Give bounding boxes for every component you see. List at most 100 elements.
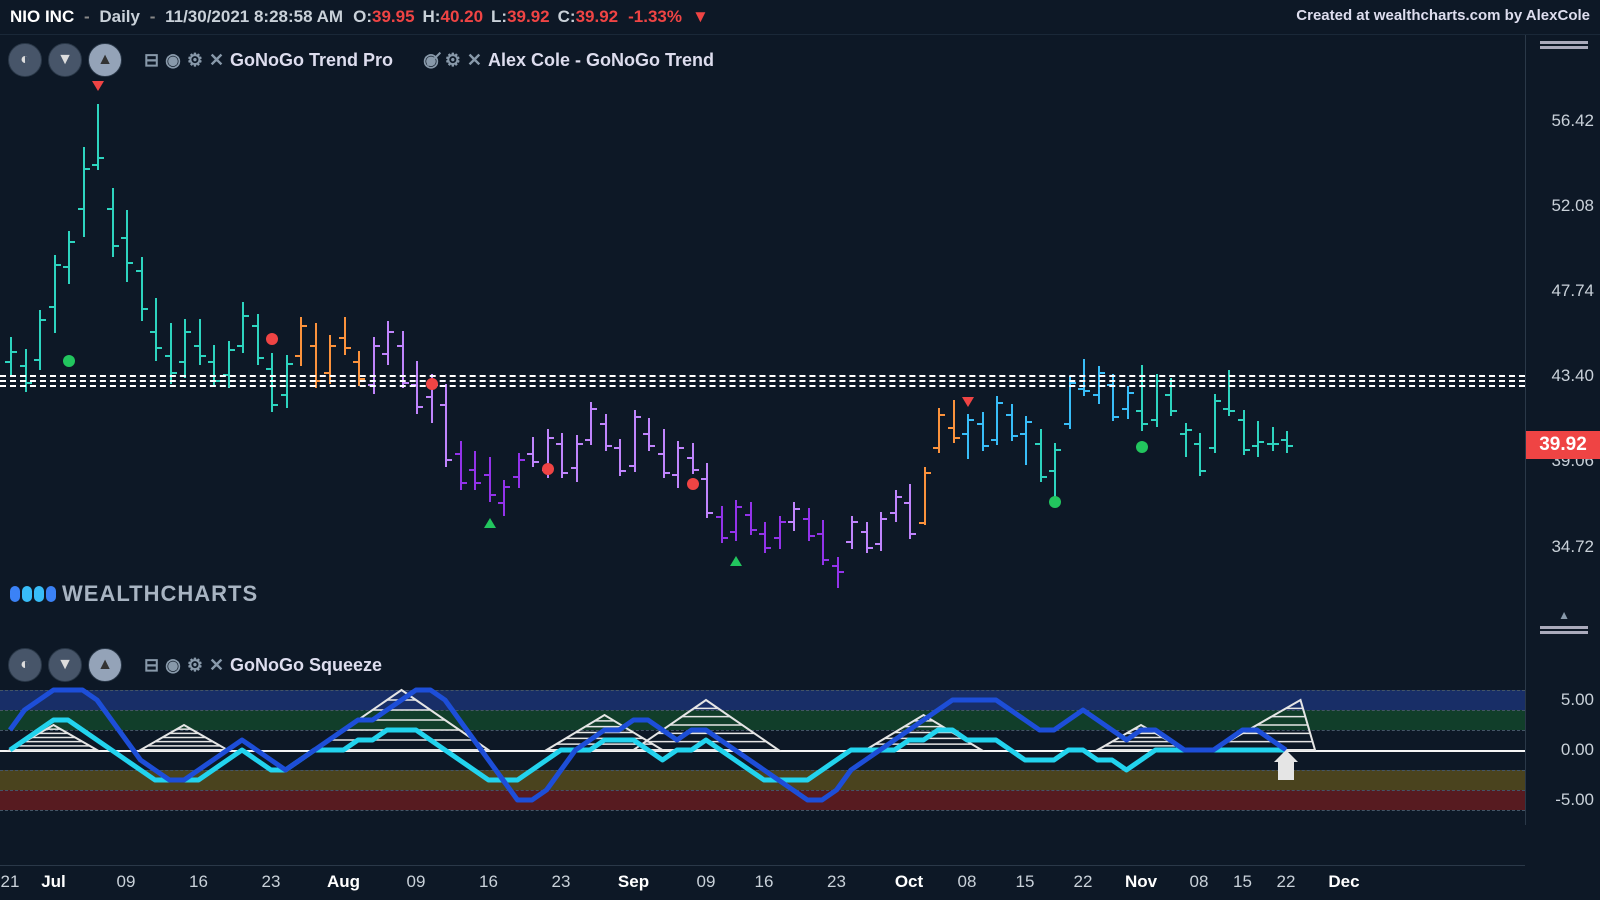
ohlc-bar	[938, 408, 940, 453]
panel-down-button[interactable]: ▼	[48, 648, 82, 682]
ohlc-bar	[387, 321, 389, 364]
ohlc-bar	[300, 317, 302, 366]
ohlc-bar	[10, 337, 12, 376]
y-tick-label: 52.08	[1551, 196, 1594, 216]
x-tick-label: 09	[697, 872, 716, 892]
x-tick-label: Dec	[1328, 872, 1359, 892]
indicator-2-name: Alex Cole - GoNoGo Trend	[488, 50, 714, 71]
lower-chart-panel[interactable]: ◐ ▼ ▲ ⊟ ◉ ⚙ ✕ GoNoGo Squeeze	[0, 640, 1525, 825]
panel-down-button[interactable]: ▼	[48, 43, 82, 77]
ohlc-bar	[619, 439, 621, 476]
x-tick-label: 15	[1233, 872, 1252, 892]
collapse-icon[interactable]: ⊟	[144, 655, 159, 676]
ohlc-bar	[1257, 421, 1259, 456]
ohlc-bar	[1054, 443, 1056, 498]
attribution-text: Created at wealthcharts.com by AlexCole	[1296, 7, 1590, 24]
signal-triangle-down-icon	[92, 81, 104, 91]
x-tick-label: 16	[189, 872, 208, 892]
panel-up-button[interactable]: ▲	[88, 43, 122, 77]
ohlc-bar	[503, 480, 505, 515]
x-tick-label: Jul	[41, 872, 66, 892]
oscillator-arrow-icon	[1278, 760, 1294, 780]
ohlc-bar	[97, 104, 99, 171]
ohlc-bar	[39, 310, 41, 371]
datetime: 11/30/2021 8:28:58 AM	[165, 7, 343, 27]
ohlc-bar	[1214, 394, 1216, 453]
low-label: L:	[491, 7, 507, 27]
signal-dot	[426, 378, 438, 390]
ohlc-bar	[242, 302, 244, 353]
ohlc-bar	[1170, 378, 1172, 415]
main-chart-panel[interactable]: ◐ ▼ ▲ ⊟ ◉ ⚙ ✕ GoNoGo Trend Pro ◉ ⚙ ✕ Ale…	[0, 35, 1525, 615]
ohlc-bar	[344, 317, 346, 354]
horizontal-line[interactable]	[0, 380, 1525, 382]
y-tick-label: 34.72	[1551, 537, 1594, 557]
open-label: O:	[353, 7, 372, 27]
x-tick-label: Oct	[895, 872, 923, 892]
x-tick-label: 15	[1016, 872, 1035, 892]
ohlc-bar	[909, 484, 911, 539]
gear-icon[interactable]: ⚙	[187, 655, 203, 676]
lower-y-axis[interactable]: 5.000.00-5.00	[1525, 640, 1600, 825]
signal-dot	[1049, 496, 1061, 508]
eye-icon[interactable]: ◉	[165, 655, 181, 676]
ohlc-bar	[764, 522, 766, 553]
ohlc-bar	[315, 323, 317, 388]
main-panel-controls: ◐ ▼ ▲ ⊟ ◉ ⚙ ✕ GoNoGo Trend Pro ◉ ⚙ ✕ Ale…	[8, 43, 714, 77]
collapse-icon[interactable]: ⊟	[144, 50, 159, 71]
ohlc-bar	[808, 508, 810, 541]
close-icon[interactable]: ✕	[467, 50, 482, 71]
eye-off-icon[interactable]: ◉	[423, 50, 439, 71]
y-tick-label: 0.00	[1561, 740, 1594, 760]
ohlc-bar	[1199, 433, 1201, 476]
drag-handle-icon[interactable]	[1540, 626, 1588, 634]
indicator-lower-name: GoNoGo Squeeze	[230, 655, 382, 676]
ohlc-bar	[1286, 431, 1288, 453]
x-tick-label: 16	[755, 872, 774, 892]
panel-up-button[interactable]: ▲	[88, 648, 122, 682]
eye-icon[interactable]: ◉	[165, 50, 181, 71]
main-y-axis[interactable]: ▲ 56.4252.0847.7443.4039.0634.7239.92	[1525, 35, 1600, 640]
ohlc-bar	[982, 412, 984, 451]
panel-menu-button[interactable]: ◐	[8, 648, 42, 682]
main-chart-canvas[interactable]	[0, 35, 1525, 615]
x-tick-label: 09	[407, 872, 426, 892]
sep: -	[145, 7, 160, 27]
signal-triangle-up-icon	[730, 556, 742, 566]
y-tick-label: 47.74	[1551, 281, 1594, 301]
y-tick-label: 43.40	[1551, 366, 1594, 386]
ohlc-bar	[750, 502, 752, 535]
watermark: WEALTHCHARTS	[10, 581, 258, 607]
open-value: 39.95	[372, 7, 415, 27]
close-icon[interactable]: ✕	[209, 655, 224, 676]
current-price-tag: 39.92	[1526, 431, 1600, 459]
ohlc-bar	[692, 443, 694, 474]
ohlc-bar	[155, 298, 157, 361]
ohlc-bar	[779, 516, 781, 549]
ohlc-bar	[996, 396, 998, 445]
watermark-text: WEALTHCHARTS	[62, 581, 258, 607]
ohlc-bar	[793, 502, 795, 531]
ohlc-bar	[474, 451, 476, 490]
horizontal-line[interactable]	[0, 385, 1525, 387]
drag-handle-icon[interactable]	[1540, 41, 1588, 49]
x-axis[interactable]: 21Jul091623Aug091623Sep091623Oct081522No…	[0, 865, 1525, 900]
signal-dot	[542, 463, 554, 475]
y-tick-label: 5.00	[1561, 690, 1594, 710]
ohlc-bar	[1243, 410, 1245, 455]
gear-icon[interactable]: ⚙	[187, 50, 203, 71]
panel-menu-button[interactable]: ◐	[8, 43, 42, 77]
close-icon[interactable]: ✕	[209, 50, 224, 71]
x-tick-label: 09	[117, 872, 136, 892]
axis-arrow-icon[interactable]: ▲	[1558, 608, 1570, 622]
ohlc-bar	[1011, 404, 1013, 441]
x-tick-label: 23	[827, 872, 846, 892]
ohlc-bar	[924, 467, 926, 526]
ohlc-bar	[445, 384, 447, 466]
gear-icon[interactable]: ⚙	[445, 50, 461, 71]
ohlc-bar	[518, 453, 520, 488]
horizontal-line[interactable]	[0, 375, 1525, 377]
x-tick-label: 21	[1, 872, 20, 892]
y-tick-label: 56.42	[1551, 111, 1594, 131]
down-arrow-icon: ▼	[692, 7, 709, 27]
